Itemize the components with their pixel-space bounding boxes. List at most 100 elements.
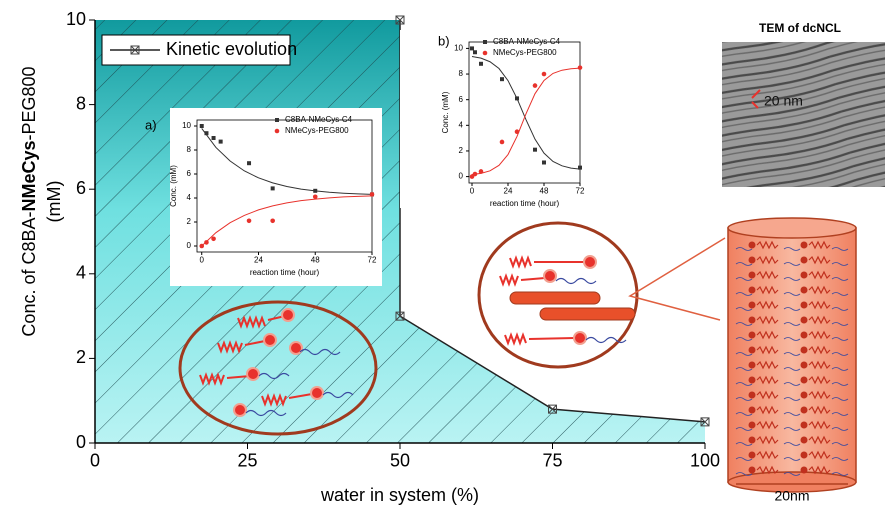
molecule-tail bbox=[756, 405, 779, 415]
y-axis-label: Conc. of C8BA-NMeCys-PEG800 bbox=[19, 66, 39, 336]
molecule-tail bbox=[808, 330, 831, 340]
point bbox=[473, 50, 477, 55]
schematic-left bbox=[178, 300, 378, 436]
x-tick-label: 24 bbox=[254, 256, 263, 265]
tem-image: TEM of dcNCL 20 nm bbox=[722, 21, 885, 187]
molecule-tail bbox=[756, 420, 779, 430]
y-tick-label: 2 bbox=[187, 217, 192, 226]
molecule-chain bbox=[735, 322, 849, 326]
point bbox=[500, 77, 504, 82]
y-tick-label: 10 bbox=[66, 9, 86, 29]
molecule-head bbox=[800, 436, 808, 444]
molecule-tail bbox=[756, 285, 779, 295]
plot-frame bbox=[468, 41, 581, 184]
point bbox=[211, 236, 216, 242]
molecule-tail bbox=[808, 255, 831, 265]
legend-marker bbox=[130, 45, 140, 55]
molecule-head bbox=[748, 436, 756, 444]
marker bbox=[700, 417, 710, 427]
point bbox=[270, 218, 275, 224]
point bbox=[270, 186, 275, 191]
panel-label: b) bbox=[438, 33, 450, 48]
point bbox=[313, 188, 318, 193]
inset-background bbox=[400, 30, 588, 208]
molecule-tail bbox=[808, 345, 831, 355]
point bbox=[478, 169, 484, 174]
point bbox=[515, 96, 519, 101]
point bbox=[199, 243, 205, 249]
legend-marker bbox=[483, 40, 487, 44]
marker bbox=[395, 311, 405, 321]
molecule-tail bbox=[808, 300, 831, 310]
molecule-tail bbox=[756, 300, 779, 310]
y-axis-label: Conc. (mM) bbox=[169, 165, 178, 207]
molecule-tail bbox=[756, 240, 779, 250]
molecule-tail bbox=[756, 345, 779, 355]
x-tick-label: 25 bbox=[237, 450, 257, 470]
inset-chart: C8BA-NMeCys-C4 NMeCys-PEG800 a) reaction ti… bbox=[145, 108, 382, 286]
x-tick-label: 75 bbox=[542, 450, 562, 470]
point bbox=[541, 71, 547, 77]
molecule-head bbox=[800, 271, 808, 279]
molecule-head bbox=[748, 406, 756, 414]
scale-label: 20nm bbox=[774, 488, 809, 504]
y-tick-label: 6 bbox=[459, 95, 464, 104]
molecule-tail bbox=[756, 390, 779, 400]
y-tick-label: 2 bbox=[459, 146, 464, 155]
y-tick-label: 6 bbox=[76, 178, 86, 198]
schematic-cylinder: 20nm bbox=[727, 217, 857, 504]
y-tick-label: 8 bbox=[76, 93, 86, 113]
molecule-head bbox=[748, 256, 756, 264]
molecule-head bbox=[748, 331, 756, 339]
point bbox=[577, 65, 583, 70]
y-axis-label: Conc. (mM) bbox=[441, 91, 450, 133]
molecule-tail bbox=[808, 270, 831, 280]
x-axis-label: reaction time (hour) bbox=[250, 268, 320, 277]
molecule-head bbox=[800, 346, 808, 354]
point bbox=[533, 147, 537, 152]
molecule-tail bbox=[756, 270, 779, 280]
molecule-chain bbox=[735, 382, 849, 386]
point bbox=[218, 139, 223, 144]
y-tick-label: 10 bbox=[454, 44, 463, 53]
panel-label: a) bbox=[145, 117, 157, 132]
point bbox=[532, 83, 538, 88]
point bbox=[204, 240, 209, 245]
molecule-chain bbox=[735, 472, 849, 476]
y-axis-label-part: Conc. of C8BA- bbox=[19, 212, 39, 337]
x-axis-label: reaction time (hour) bbox=[490, 199, 560, 208]
y-tick-label: 6 bbox=[187, 169, 192, 178]
point bbox=[499, 139, 505, 145]
y-tick-label: 0 bbox=[76, 432, 86, 452]
y-tick-label: 4 bbox=[459, 120, 464, 129]
molecule-chain bbox=[735, 457, 849, 461]
molecule-chain bbox=[735, 397, 849, 401]
molecule-chain bbox=[735, 427, 849, 431]
molecule-head bbox=[800, 421, 808, 429]
fit-curve bbox=[201, 195, 373, 247]
molecule-head bbox=[748, 466, 756, 474]
y-tick-label: 0 bbox=[459, 172, 464, 181]
molecule-chain bbox=[735, 277, 849, 281]
y-tick-label: 10 bbox=[182, 121, 191, 130]
legend-marker bbox=[275, 118, 279, 122]
fit-curve bbox=[201, 128, 373, 195]
point bbox=[204, 131, 209, 136]
molecule-tail bbox=[808, 375, 831, 385]
y-tick-label: 8 bbox=[187, 145, 192, 154]
y-axis-label-unit: (mM) bbox=[44, 181, 64, 223]
x-axis-label: water in system (%) bbox=[320, 485, 479, 505]
molecule-tail bbox=[756, 375, 779, 385]
y-tick-label: 4 bbox=[76, 263, 86, 283]
molecule-tail bbox=[808, 315, 831, 325]
x-tick-label: 100 bbox=[690, 450, 720, 470]
molecule-head bbox=[748, 361, 756, 369]
x-tick-label: 48 bbox=[540, 187, 549, 196]
marker bbox=[548, 404, 557, 414]
molecule-head bbox=[800, 256, 808, 264]
molecule-head bbox=[748, 316, 756, 324]
y-tick-label: 8 bbox=[459, 69, 464, 78]
point bbox=[211, 136, 216, 140]
molecule-tail bbox=[808, 360, 831, 370]
